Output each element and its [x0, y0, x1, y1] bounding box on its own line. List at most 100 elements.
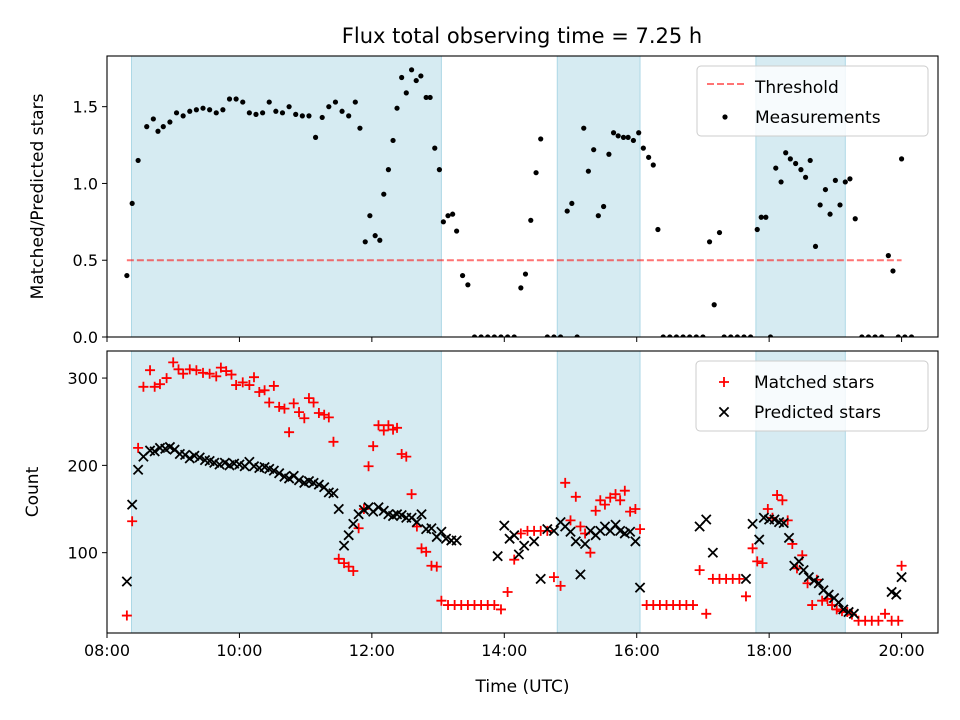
measurement-point [266, 99, 272, 105]
predicted-star-point [328, 488, 339, 499]
measurement-point [728, 334, 734, 337]
measurement-point [852, 216, 858, 222]
matched-star-point [348, 566, 359, 577]
measurement-point [706, 239, 713, 245]
predicted-star-point [333, 503, 344, 515]
y-tick-label: 0.5 [73, 251, 98, 270]
legend-label: Threshold [754, 78, 839, 98]
measurement-point [591, 147, 597, 153]
measurement-point [865, 334, 872, 337]
predicted-star-point [823, 589, 834, 600]
matched-star-point [215, 362, 226, 373]
measurement-point [491, 334, 497, 337]
predicted-star-point [513, 549, 525, 560]
predicted-star-point [753, 534, 765, 545]
measurement-point [200, 105, 206, 111]
y-tick-label: 200 [67, 456, 98, 475]
predicted-star-point [416, 509, 427, 520]
matched-star-point [299, 413, 310, 424]
measurement-point [332, 99, 339, 105]
measurement-point [144, 124, 150, 130]
x-tick-label: 16:00 [614, 641, 660, 660]
measurement-point [253, 111, 259, 117]
predicted-star-point [891, 589, 902, 600]
x-axis-label: Time (UTC) [475, 677, 570, 697]
measurement-point [413, 77, 419, 84]
measurement-point [306, 113, 312, 119]
predicted-star-point [747, 518, 758, 530]
matched-star-point [294, 407, 305, 418]
measurement-point [167, 119, 173, 125]
measurement-point [233, 96, 239, 102]
matched-star-point [363, 461, 374, 472]
predicted-star-point [783, 532, 795, 544]
matched-star-point [248, 372, 259, 383]
measurement-point [459, 272, 466, 279]
predicted-star-point [348, 518, 359, 530]
predicted-star-point [499, 520, 510, 531]
measurement-point [564, 208, 570, 214]
matched-star-point [757, 558, 768, 569]
x-tick-label: 10:00 [216, 641, 262, 660]
matched-star-point [308, 397, 319, 408]
measurement-point [471, 334, 478, 337]
measurement-point [381, 191, 387, 197]
matched-star-point [191, 365, 202, 376]
measurement-point [569, 200, 575, 207]
measurement-point [362, 239, 368, 245]
measurement-point [173, 110, 180, 116]
measurement-point [505, 334, 511, 337]
matched-star-point [254, 387, 265, 398]
measurement-point [581, 125, 587, 131]
measurement-point [687, 334, 693, 337]
matched-star-point [204, 368, 215, 379]
measurement-point [450, 211, 456, 217]
predicted-star-point [426, 522, 437, 534]
predicted-star-point [610, 519, 621, 530]
measurement-point [655, 226, 661, 233]
measurement-point [793, 160, 799, 167]
matched-star-point [168, 357, 179, 368]
legend: Matched stars Predicted stars [695, 360, 929, 432]
measurement-point [150, 116, 156, 122]
measurement-point [610, 130, 617, 136]
measurement-point [207, 107, 213, 113]
matched-star-point [880, 608, 891, 619]
matched-star-point [284, 427, 295, 438]
measurement-point [783, 150, 789, 156]
predicted-star-point [634, 582, 646, 593]
matched-star-point [595, 495, 606, 506]
measurement-point [279, 110, 286, 116]
matched-star-point [548, 572, 559, 583]
predicted-star-point [798, 564, 809, 576]
observing-span-2 [556, 350, 641, 634]
legend: Threshold Measurements [696, 65, 929, 137]
measurement-point [700, 334, 706, 337]
measurement-point [518, 285, 524, 291]
measurement-point [895, 334, 901, 337]
matched-star-point [772, 490, 783, 501]
matched-star-point [605, 492, 616, 503]
measurement-point [213, 110, 219, 116]
matched-star-point [694, 565, 705, 576]
observing-span-1 [130, 55, 442, 338]
y-tick-label: 300 [67, 369, 98, 388]
measurement-point [124, 272, 130, 279]
matched-star-point [406, 489, 417, 500]
measurement-point [352, 99, 358, 105]
measurement-point [778, 179, 784, 185]
measurement-point [630, 137, 637, 144]
matched-star-point [313, 407, 324, 418]
measurement-point [667, 334, 673, 337]
predicted-star-point [793, 556, 805, 567]
matched-star-point [173, 364, 184, 375]
measurement-point [445, 213, 451, 219]
legend-label: Predicted stars [754, 403, 881, 423]
matched-star-point [343, 561, 354, 572]
predicted-star-point [803, 571, 815, 583]
matched-star-point [268, 380, 279, 391]
measurement-point [339, 108, 345, 114]
predicted-star-point [492, 550, 503, 562]
ratio-panel: 0.0 0.5 1.0 1.5 Matched/Predicted stars Thres… [28, 55, 939, 347]
matched-star-point [565, 515, 576, 526]
